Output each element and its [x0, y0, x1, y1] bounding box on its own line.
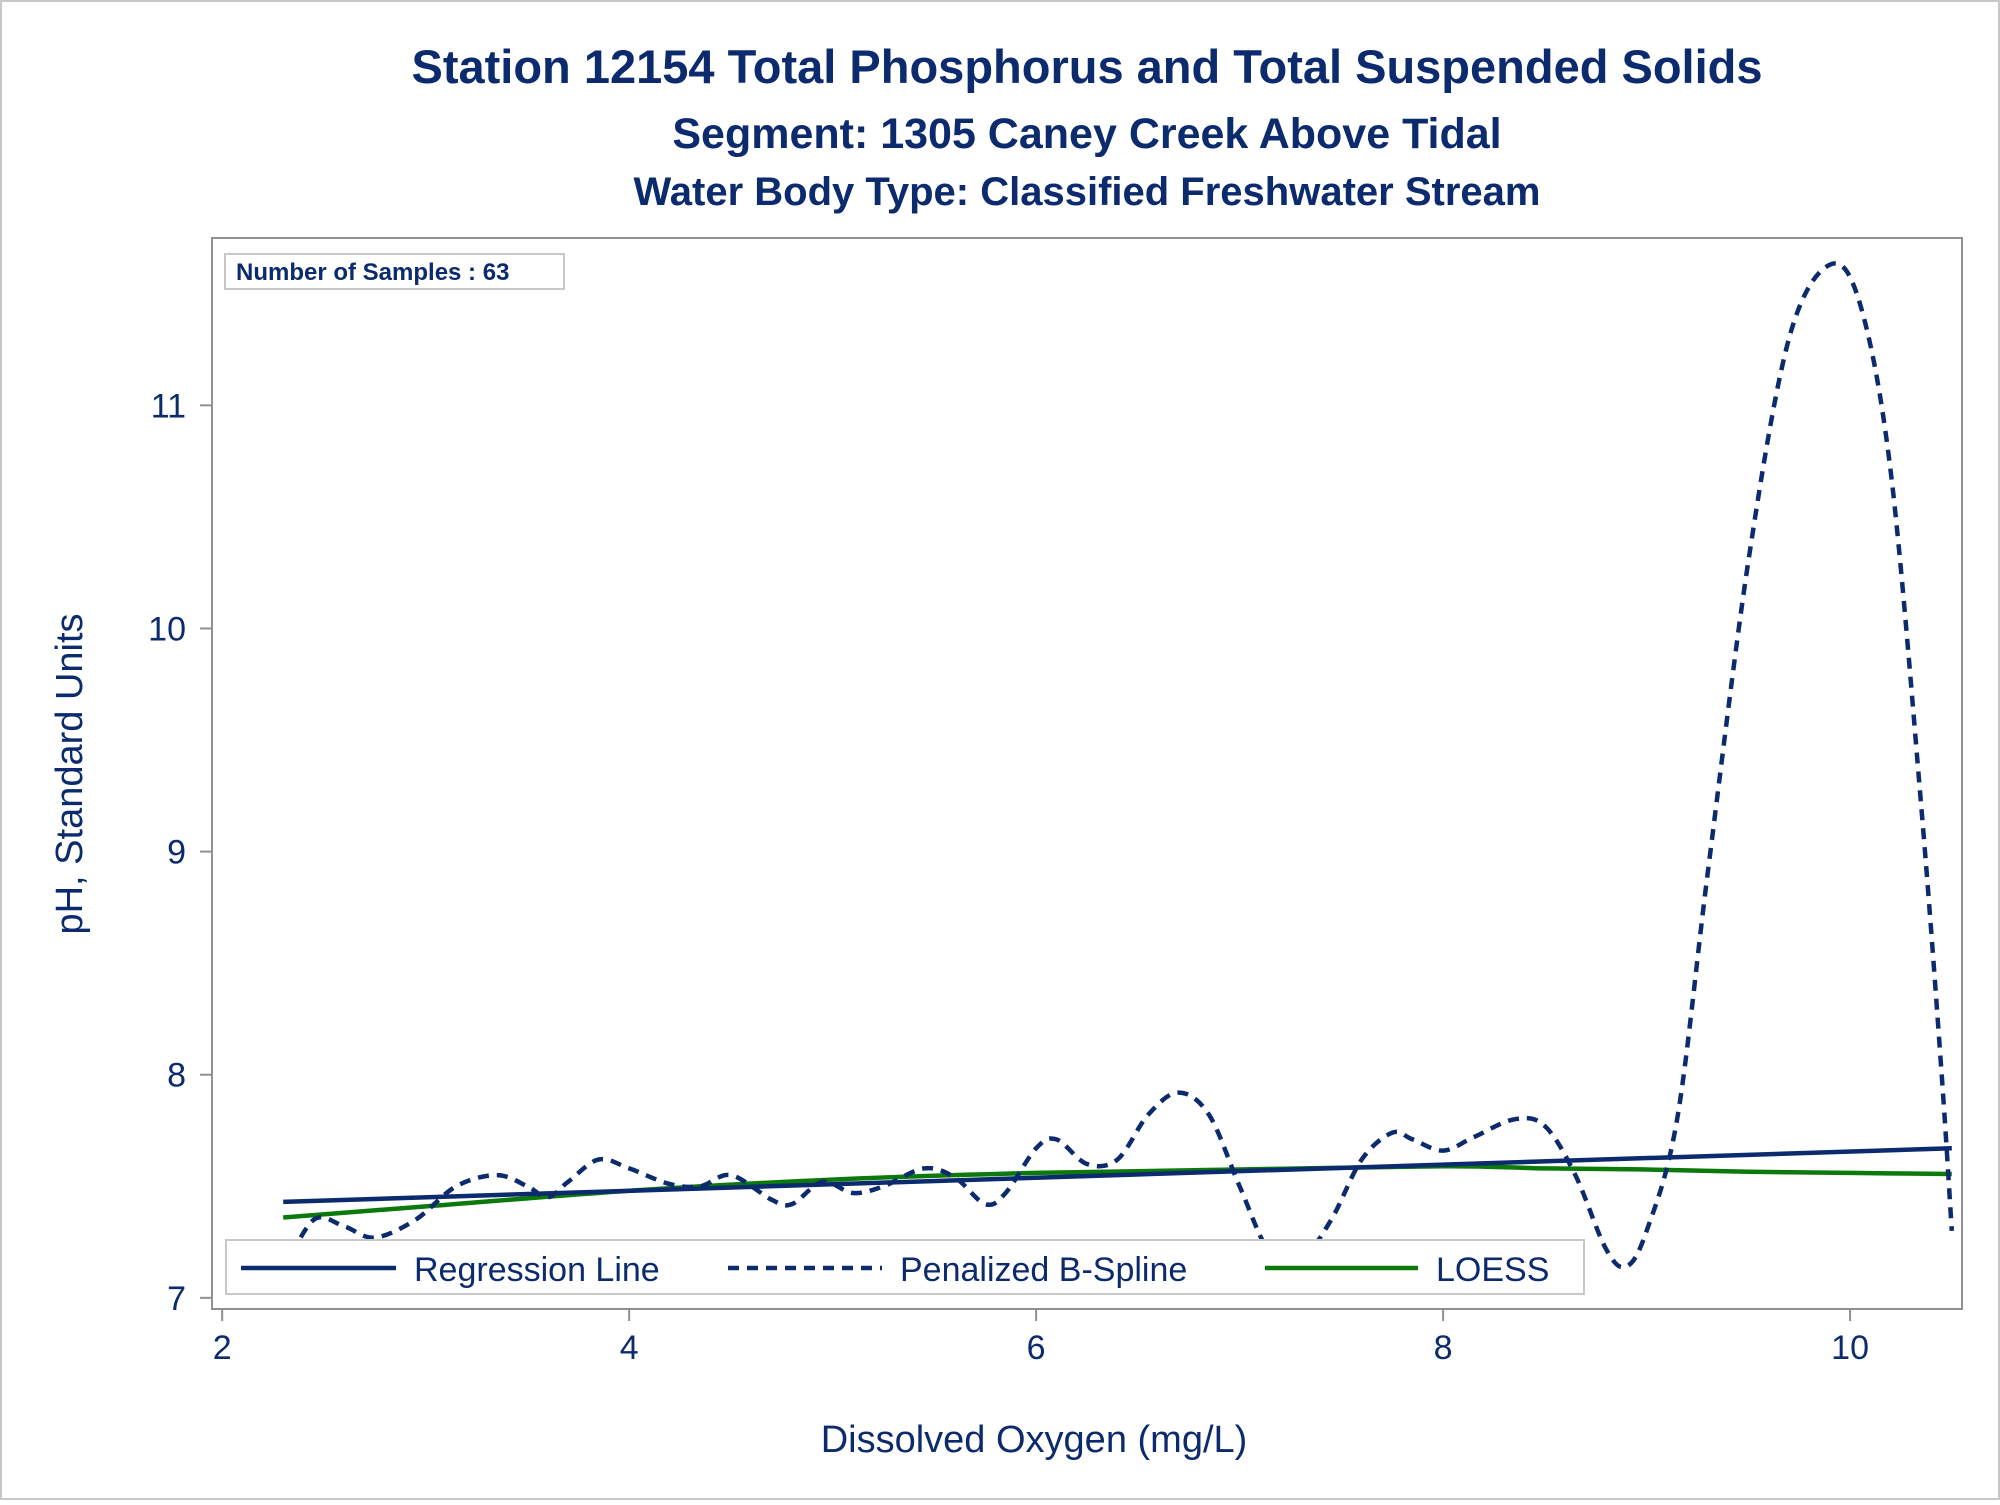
legend-label-regression-line: Regression Line: [414, 1251, 660, 1289]
inset-label: Number of Samples : 63: [236, 259, 509, 286]
legend-label-loess: LOESS: [1436, 1251, 1549, 1289]
y-tick-label-0: 7: [167, 1280, 186, 1318]
x-tick-label-2: 6: [1027, 1329, 1046, 1367]
y-axis-label: pH, Standard Units: [49, 613, 91, 934]
series-line-regression-line: [283, 1146, 1952, 1205]
x-axis-label: Dissolved Oxygen (mg/L): [821, 1419, 1248, 1461]
y-axis: 7 8 9 10 11: [148, 387, 212, 1318]
y-tick-label-3: 10: [148, 610, 186, 648]
x-axis: 2 4 6 8 10: [213, 1309, 1869, 1367]
legend-label-penalized-b-spline: Penalized B-Spline: [900, 1251, 1187, 1289]
legend: Regression Line Penalized B-Spline LOESS: [225, 1239, 1585, 1295]
chart-subtitle-2: Water Body Type: Classified Freshwater S…: [634, 170, 1541, 214]
x-tick-label-1: 4: [620, 1329, 639, 1367]
y-tick-label-2: 9: [167, 834, 186, 872]
plot-frame: [211, 237, 1963, 1310]
x-tick-label-4: 10: [1831, 1329, 1869, 1367]
chart-subtitle: Segment: 1305 Caney Creek Above Tidal: [672, 110, 1501, 158]
y-tick-label-4: 11: [151, 387, 186, 425]
x-tick-label-0: 2: [213, 1329, 232, 1367]
x-tick-label-3: 8: [1434, 1329, 1453, 1367]
series-layer: [281, 261, 1955, 1273]
inset-label-box: [224, 253, 565, 290]
y-tick-label-1: 8: [167, 1057, 186, 1095]
chart-title: Station 12154 Total Phosphorus and Total…: [412, 40, 1763, 93]
